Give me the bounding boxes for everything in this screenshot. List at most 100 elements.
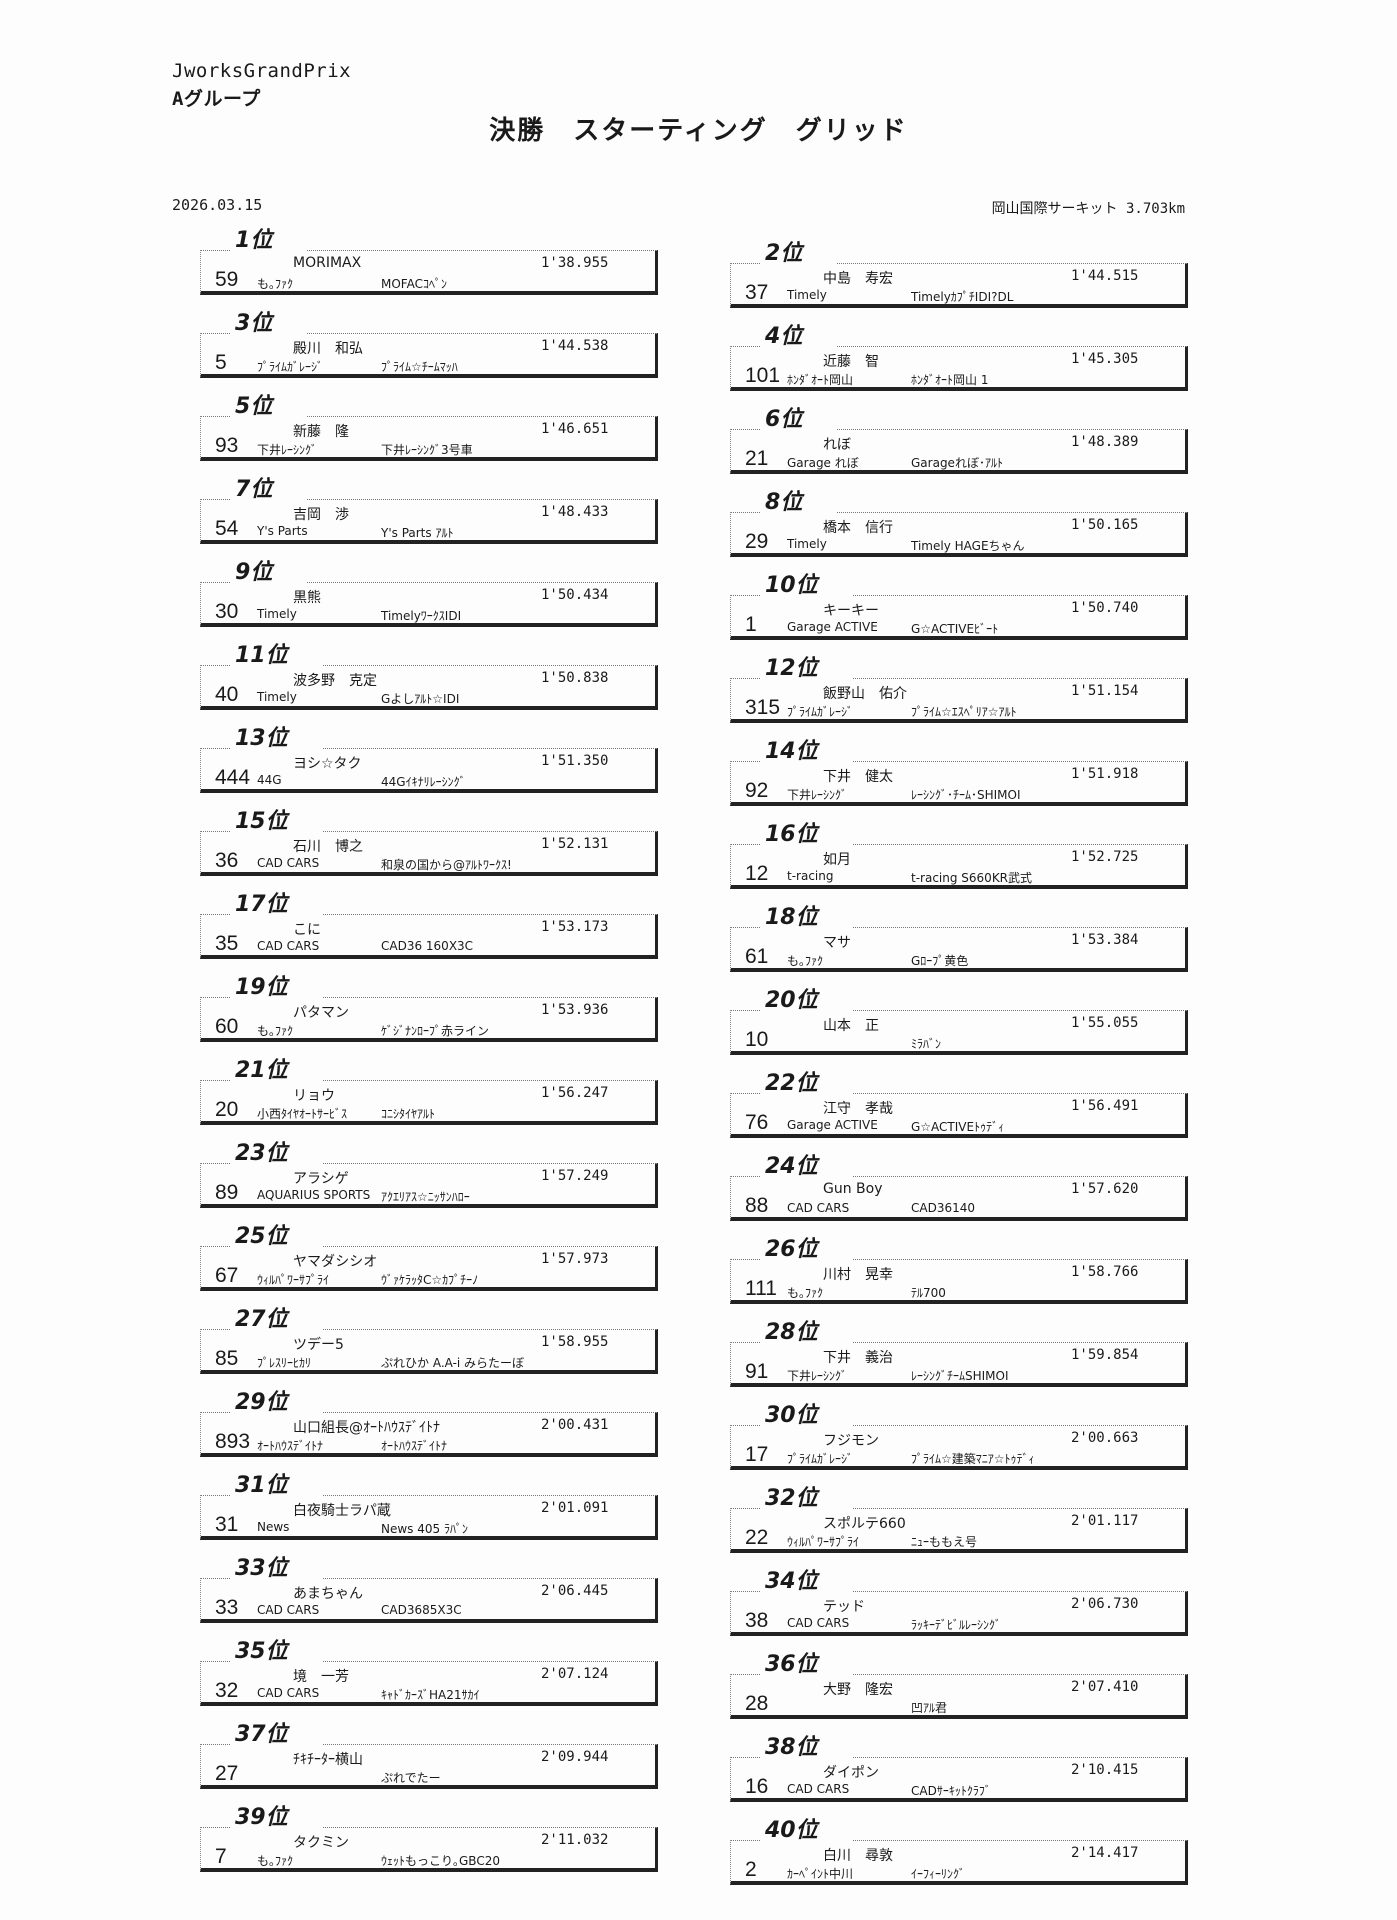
- grid-entry: 7位 吉岡 渉 1'48.433 54 Y's Parts Y's Parts ｱﾙﾄ: [200, 478, 658, 544]
- car-name: Gよしｱﾙﾄ☆IDI: [381, 692, 460, 706]
- grid-position: 17位: [231, 893, 322, 917]
- grid-entry: 5位 新藤 隆 1'46.651 93 下井ﾚｰｼﾝｸﾞ 下井ﾚｰｼﾝｸﾞ3号車: [200, 395, 658, 461]
- team-name: News: [257, 1520, 290, 1534]
- car-number: 22: [745, 1526, 769, 1549]
- event-name: JworksGrandPrix: [172, 60, 352, 82]
- qualifying-time: 1'52.725: [1071, 849, 1139, 865]
- car-name: ﾗｯｷｰﾃﾞﾋﾞﾙﾚｰｼﾝｸﾞ: [911, 1618, 1002, 1632]
- qualifying-time: 1'50.740: [1071, 600, 1139, 616]
- team-name: 下井ﾚｰｼﾝｸﾞ: [787, 1369, 848, 1383]
- car-name: G☆ACTIVEﾄｩﾃﾞｨ: [911, 1120, 1005, 1134]
- grid-position: 16位: [761, 823, 852, 847]
- grid-entry: 35位境 一芳 2'07.124 32 CAD CARS ｷｬﾄﾞｶｰｽﾞHA21ｻｶｲ: [200, 1640, 658, 1706]
- grid-entry: 17位 こに 1'53.173 35 CAD CARS CAD36 160X3C: [200, 893, 658, 959]
- driver-name: ヤマダシシオ: [293, 1254, 378, 1270]
- car-name: ｵｰﾄﾊｳｽﾃﾞｲﾄﾅ: [381, 1439, 448, 1453]
- position-suffix: 位: [265, 892, 288, 917]
- grid-position: 38位: [761, 1736, 852, 1760]
- grid-position: 19位: [231, 976, 322, 1000]
- qualifying-time: 2'07.124: [541, 1666, 609, 1682]
- qualifying-time: 1'59.854: [1071, 1347, 1139, 1363]
- grid-position: 36位: [761, 1653, 852, 1677]
- grid-entry: 20位 山本 正 1'55.055 10 ﾐﾗﾊﾞﾝ: [730, 989, 1188, 1055]
- team-name: も｡ﾌｧｸ: [787, 954, 824, 968]
- position-number: 12: [765, 656, 796, 681]
- team-name: t-racing: [787, 869, 834, 883]
- position-number: 37: [235, 1722, 266, 1747]
- team-name: も｡ﾌｧｸ: [257, 277, 294, 291]
- driver-name: 山本 正: [823, 1018, 879, 1034]
- team-name: Timely: [257, 607, 297, 621]
- position-number: 7: [235, 477, 251, 502]
- team-name: Garage れぼ: [787, 456, 859, 470]
- position-suffix: 位: [795, 1154, 818, 1179]
- team-name: も｡ﾌｧｸ: [257, 1024, 294, 1038]
- car-number: 38: [745, 1609, 769, 1632]
- car-name: Garageれぼ･ｱﾙﾄ: [911, 456, 1003, 470]
- position-number: 34: [765, 1569, 796, 1594]
- position-suffix: 位: [250, 228, 273, 253]
- driver-name: 如月: [823, 852, 851, 868]
- driver-name: 江守 孝哉: [823, 1101, 893, 1117]
- team-name: CAD CARS: [787, 1201, 850, 1215]
- qualifying-time: 1'52.131: [541, 836, 609, 852]
- car-number: 444: [215, 766, 251, 789]
- position-number: 39: [235, 1805, 266, 1830]
- grid-position: 32位: [761, 1487, 852, 1511]
- grid-entry: 28位 下井 義治 1'59.854 91 下井ﾚｰｼﾝｸﾞ ﾚｰｼﾝｸﾞﾁｰﾑSHIMO…: [730, 1321, 1188, 1387]
- qualifying-time: 1'51.154: [1071, 683, 1139, 699]
- team-name: ﾌﾟﾗｲﾑｶﾞﾚｰｼﾞ: [787, 1452, 854, 1466]
- team-name: CAD CARS: [257, 856, 320, 870]
- qualifying-time: 2'10.415: [1071, 1762, 1139, 1778]
- position-suffix: 位: [250, 560, 273, 585]
- qualifying-time: 1'53.384: [1071, 932, 1139, 948]
- car-name: ぷれひか A.A-i みらたーぼ: [381, 1356, 525, 1370]
- qualifying-time: 1'44.515: [1071, 268, 1139, 284]
- qualifying-time: 1'57.249: [541, 1168, 609, 1184]
- car-name: ｳﾞｧｹﾗｯﾀC☆ｶﾌﾟﾁｰﾉ: [381, 1273, 479, 1287]
- qualifying-time: 1'56.491: [1071, 1098, 1139, 1114]
- car-name: ﾆｭｰももえ号: [911, 1535, 978, 1549]
- driver-name: キーキー: [823, 603, 879, 619]
- car-name: Y's Parts ｱﾙﾄ: [381, 526, 454, 540]
- position-suffix: 位: [780, 490, 803, 515]
- car-name: ﾚｰｼﾝｸﾞ･ﾁｰﾑ･SHIMOI: [911, 788, 1021, 802]
- grid-position: 3位: [231, 311, 307, 336]
- car-name: ﾃﾙ700: [911, 1286, 946, 1300]
- grid-position: 30位: [761, 1404, 852, 1428]
- driver-name: 吉岡 渉: [293, 507, 349, 523]
- grid-entry: 9位 黒熊 1'50.434 30 Timely TimelyﾜｰｸｽIDI: [200, 561, 658, 627]
- car-name: CADｻｰｷｯﾄｸﾗﾌﾞ: [911, 1784, 991, 1798]
- position-suffix: 位: [265, 1473, 288, 1498]
- grid-position: 28位: [761, 1321, 852, 1345]
- qualifying-time: 1'58.766: [1071, 1264, 1139, 1280]
- car-number: 21: [745, 447, 769, 470]
- qualifying-time: 1'45.305: [1071, 351, 1139, 367]
- position-suffix: 位: [265, 1224, 288, 1249]
- driver-name: MORIMAX: [293, 255, 362, 271]
- grid-entry: 18位 マサ 1'53.384 61 も｡ﾌｧｸ Gﾛｰﾌﾟ黄色: [730, 906, 1188, 972]
- team-name: ｳｨﾙﾊﾟﾜｰｻﾌﾟﾗｲ: [257, 1273, 330, 1287]
- driver-name: テッド: [823, 1599, 865, 1615]
- driver-name: 黒熊: [293, 590, 321, 606]
- position-suffix: 位: [250, 311, 273, 336]
- position-number: 30: [765, 1403, 796, 1428]
- car-number: 27: [215, 1762, 239, 1785]
- car-number: 10: [745, 1028, 769, 1051]
- car-number: 29: [745, 530, 769, 553]
- team-name: AQUARIUS SPORTS: [257, 1188, 371, 1202]
- car-number: 37: [745, 281, 769, 304]
- driver-name: スポルテ660: [823, 1516, 906, 1532]
- car-name: Timely HAGEちゃん: [911, 539, 1025, 553]
- position-suffix: 位: [265, 1141, 288, 1166]
- car-number: 92: [745, 779, 769, 802]
- car-number: 315: [745, 696, 781, 719]
- grid-entry: 3位 殿川 和弘 1'44.538 5 ﾌﾟﾗｲﾑｶﾞﾚｰｼﾞ ﾌﾟﾗｲﾑ☆ﾁｰﾑﾏｯﾊ: [200, 312, 658, 378]
- driver-name: フジモン: [823, 1433, 879, 1449]
- position-number: 29: [235, 1390, 266, 1415]
- grid-position: 13位: [231, 727, 322, 751]
- position-number: 13: [235, 726, 266, 751]
- position-number: 15: [235, 809, 266, 834]
- position-number: 10: [765, 573, 796, 598]
- car-name: 44Gｲｷﾅﾘﾚｰｼﾝｸﾞ: [381, 775, 466, 789]
